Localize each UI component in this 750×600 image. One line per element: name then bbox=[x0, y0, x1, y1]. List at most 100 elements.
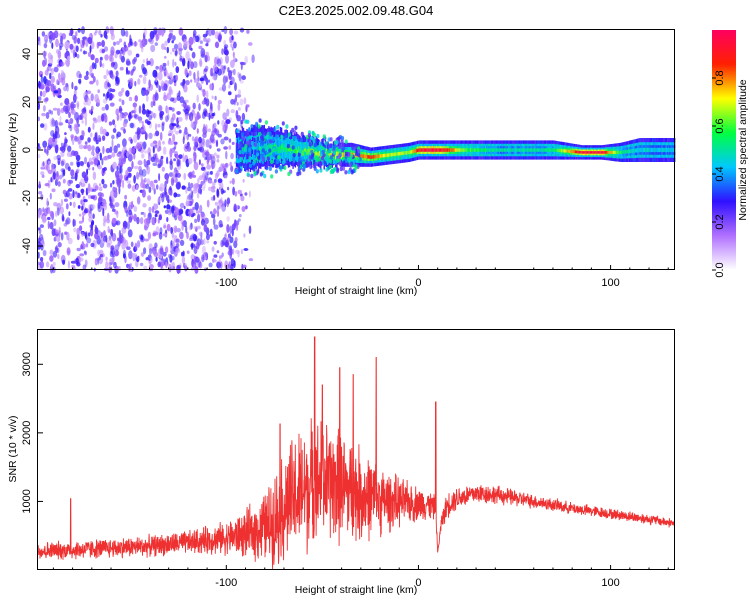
spectrogram-noise-cell bbox=[194, 116, 198, 126]
spectrogram-noise-cell bbox=[151, 206, 155, 213]
spectrogram-noise-cell bbox=[38, 227, 42, 235]
spectrogram-noise-cell bbox=[37, 261, 41, 265]
spectrogram-signal-cell bbox=[611, 150, 614, 154]
spectrogram-noise-cell bbox=[152, 140, 158, 144]
spectrogram-noise-cell bbox=[251, 54, 255, 63]
spectrogram-signal-cell bbox=[441, 148, 443, 152]
spectrogram-noise-cell bbox=[203, 224, 208, 232]
spectrogram-noise-cell bbox=[115, 176, 119, 186]
spectrogram-signal-cell bbox=[474, 148, 476, 152]
spectrogram-noise-cell bbox=[159, 131, 163, 141]
spectrogram-noise-cell bbox=[129, 201, 133, 207]
spectrogram-noise-cell bbox=[80, 199, 83, 205]
spectrogram-signal-cell bbox=[546, 148, 548, 152]
spectrogram-scatter-cell bbox=[329, 137, 333, 142]
spectrogram-noise-cell bbox=[175, 66, 180, 74]
spectrogram-noise-cell bbox=[228, 145, 232, 150]
spectrogram-scatter-cell bbox=[258, 146, 262, 151]
spectrogram-signal-cell bbox=[614, 150, 616, 154]
spectrogram-noise-cell bbox=[110, 88, 116, 93]
spectrogram-scatter-cell bbox=[242, 136, 246, 141]
spectrogram-signal-cell bbox=[650, 147, 653, 153]
spectrogram-noise-cell bbox=[150, 44, 156, 53]
spectrogram-noise-cell bbox=[88, 232, 91, 237]
spectrogram-noise-cell bbox=[74, 52, 78, 58]
spectrogram-noise-cell bbox=[159, 254, 163, 259]
spectrogram-signal-cell bbox=[544, 148, 547, 152]
spectrogram-noise-cell bbox=[116, 41, 120, 45]
spectrogram-signal-cell bbox=[456, 148, 458, 152]
spectrogram-noise-cell bbox=[116, 143, 121, 148]
spectrogram-noise-cell bbox=[211, 155, 216, 165]
spectrogram-noise-cell bbox=[60, 160, 65, 167]
spectrogram-noise-cell bbox=[138, 120, 143, 124]
spectrogram-signal-cell bbox=[375, 154, 377, 159]
spectrogram-noise-cell bbox=[65, 59, 69, 66]
spectrogram-scatter-cell bbox=[315, 169, 319, 174]
spectrogram-noise-cell bbox=[70, 169, 75, 177]
spectrogram-noise-cell bbox=[103, 81, 109, 90]
spectrogram-signal-cell bbox=[569, 149, 571, 153]
spectrogram-scatter-cell bbox=[260, 135, 264, 140]
spectrogram-noise-cell bbox=[97, 89, 100, 94]
spectrogram-signal-cell bbox=[636, 148, 638, 153]
spectrogram-scatter-cell bbox=[274, 169, 278, 174]
spectrogram-scatter-cell bbox=[294, 125, 298, 130]
snr-x-tick-label: -100 bbox=[215, 577, 237, 589]
spectrogram-noise-cell bbox=[246, 29, 250, 34]
spectrogram-noise-cell bbox=[136, 171, 139, 180]
spectrogram-noise-cell bbox=[175, 238, 180, 243]
spectrogram-noise-cell bbox=[93, 158, 99, 166]
spectrogram-signal-cell bbox=[380, 154, 382, 158]
spectrogram-noise-cell bbox=[76, 234, 80, 241]
spectrogram-signal-cell bbox=[599, 151, 601, 154]
spectrogram-signal-cell bbox=[451, 148, 453, 152]
spectrogram-scatter-cell bbox=[312, 132, 316, 138]
spectrogram-noise-cell bbox=[63, 223, 68, 227]
spectrogram-noise-cell bbox=[214, 41, 220, 49]
spectrogram-noise-cell bbox=[110, 245, 115, 251]
spectrogram-noise-cell bbox=[77, 28, 81, 33]
spectrogram-noise-cell bbox=[77, 37, 81, 45]
spectrogram-noise-cell bbox=[78, 78, 82, 84]
spectrogram-scatter-cell bbox=[263, 173, 267, 179]
spectrogram-noise-cell bbox=[212, 75, 217, 81]
spectrogram-signal-cell bbox=[517, 148, 519, 152]
spectrogram-scatter-cell bbox=[256, 169, 260, 174]
spectrogram-noise-cell bbox=[232, 68, 236, 76]
spectrogram-noise-cell bbox=[205, 124, 208, 131]
spectrogram-noise-cell bbox=[209, 134, 215, 143]
spectrogram-noise-cell bbox=[48, 207, 51, 213]
spectrogram-scatter-cell bbox=[299, 164, 303, 169]
spectrogram-noise-cell bbox=[144, 89, 150, 96]
spectrogram-noise-cell bbox=[167, 107, 170, 115]
spectrogram-signal-cell bbox=[534, 148, 536, 152]
spectrogram-noise-cell bbox=[181, 103, 186, 107]
spectrogram-noise-cell bbox=[97, 41, 102, 47]
spectrogram-signal-cell bbox=[540, 148, 542, 152]
spectrogram-noise-cell bbox=[165, 261, 168, 269]
spectrogram-signal-cell bbox=[580, 151, 582, 154]
spectrogram-noise-cell bbox=[223, 167, 226, 175]
spectrogram-signal-cell bbox=[391, 152, 393, 157]
spectrogram-noise-cell bbox=[240, 195, 245, 202]
spectrogram-noise-cell bbox=[109, 25, 114, 35]
spectrogram-noise-cell bbox=[136, 127, 141, 135]
spectrogram-noise-cell bbox=[185, 80, 190, 86]
spectrogram-noise-cell bbox=[152, 146, 155, 154]
spectrogram-noise-cell bbox=[163, 223, 167, 229]
spectrogram-noise-cell bbox=[179, 96, 185, 104]
spectrogram-signal-cell bbox=[511, 148, 513, 152]
spectrogram-noise-cell bbox=[80, 48, 83, 52]
spectrogram-noise-cell bbox=[107, 226, 110, 234]
chart-title: C2E3.2025.002.09.48.G04 bbox=[279, 3, 434, 18]
colorbar-tick-label: 0.0 bbox=[714, 262, 726, 277]
spectrogram-signal-cell bbox=[297, 149, 299, 156]
spectrogram-noise-cell bbox=[103, 75, 107, 79]
spectrogram-noise-cell bbox=[162, 146, 167, 155]
spectrogram-noise-cell bbox=[139, 262, 144, 267]
spectrogram-signal-cell bbox=[555, 148, 557, 152]
spectrogram-noise-cell bbox=[206, 38, 211, 43]
spectrogram-noise-cell bbox=[193, 72, 196, 80]
spectrogram-noise-cell bbox=[206, 199, 210, 208]
